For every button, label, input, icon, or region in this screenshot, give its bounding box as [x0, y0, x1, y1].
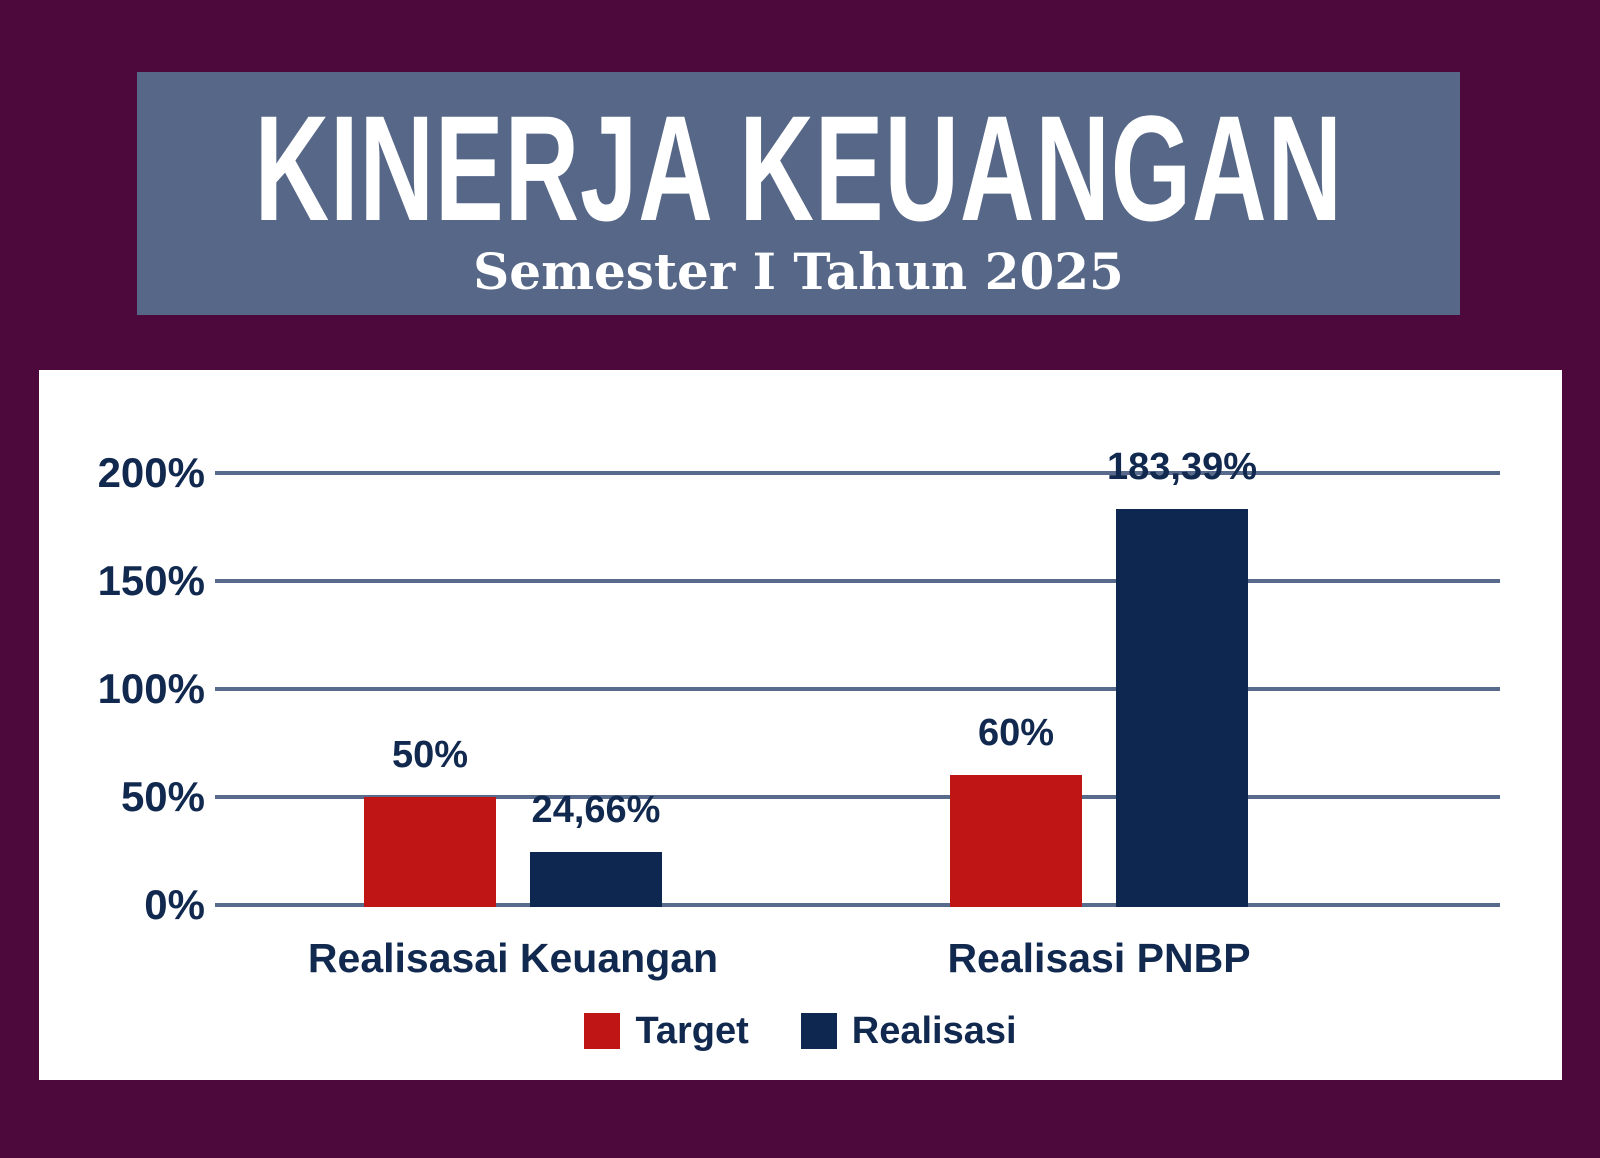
- y-axis-tick-label: 200%: [97, 449, 205, 496]
- y-axis-tick-label: 50%: [120, 773, 205, 820]
- gridline-150%: [215, 579, 1500, 583]
- category-label: Realisasai Keuangan: [307, 935, 719, 981]
- bar-value-label: 50%: [391, 734, 469, 776]
- title-banner: KINERJA KEUANGAN Semester I Tahun 2025: [137, 72, 1460, 315]
- chart-title: KINERJA KEUANGAN: [254, 83, 1343, 252]
- bar-value-label: 24,66%: [531, 788, 661, 831]
- y-axis-tick-label: 0%: [144, 881, 205, 928]
- bar-value-label: 183,39%: [1106, 445, 1258, 488]
- y-axis-tick-label: 150%: [97, 557, 205, 604]
- gridline-100%: [215, 687, 1500, 691]
- bar-realisasi-1: [530, 851, 662, 907]
- gridline-0%: [215, 903, 1500, 907]
- bar-value-label: 60%: [977, 712, 1055, 755]
- bar-target-2: [950, 775, 1082, 907]
- gridline-50%: [215, 795, 1500, 799]
- legend-swatch-target: [584, 1013, 621, 1049]
- y-axis-tick-label: 100%: [97, 665, 205, 712]
- legend-item-target: Target: [584, 1010, 749, 1052]
- chart-subtitle: Semester I Tahun 2025: [473, 242, 1124, 301]
- gridline-200%: [215, 471, 1500, 475]
- legend-label: Realisasi: [851, 1010, 1017, 1052]
- plot-area: 0% 50% 100% 150% 200% 50% 24,66% Realisasai Keu…: [39, 370, 1562, 1080]
- legend-swatch-realisasi: [800, 1013, 837, 1049]
- bar-realisasi-2: [1116, 508, 1248, 907]
- chart-panel: 0% 50% 100% 150% 200% 50% 24,66% Realisasai Keu…: [39, 370, 1562, 1080]
- category-label: Realisasi PNBP: [947, 935, 1251, 981]
- legend-label: Target: [635, 1010, 749, 1052]
- legend: Target Realisasi: [39, 1012, 1562, 1050]
- legend-item-realisasi: Realisasi: [800, 1010, 1017, 1052]
- bar-target-1: [364, 797, 496, 907]
